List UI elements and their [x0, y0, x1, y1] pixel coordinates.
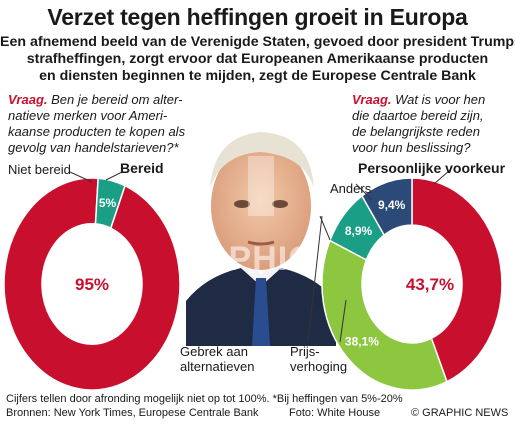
leader-line-niet-bereid — [69, 171, 93, 183]
bubble-circle — [62, 254, 122, 314]
footer-photo-credit: Foto: White House — [289, 407, 381, 419]
donut-slice-prijs-verhoging — [321, 239, 448, 391]
label-bereid: Bereid — [120, 160, 164, 176]
leader-line-anders — [355, 183, 373, 201]
label-persoonlijke-voorkeur: Persoonlijke voorkeur — [358, 160, 506, 176]
left-question-line: gevolg van handelstarieven?* — [8, 140, 179, 155]
footer-sources: Bronnen: New York Times, Europese Centra… — [6, 407, 259, 419]
right-question-line: Wat is voor hen — [391, 92, 486, 107]
right-question-line: die daartoe bereid zijn, — [352, 108, 484, 123]
donut-value-label: 8,9% — [345, 224, 373, 238]
subtitle-line: Een afnemend beeld van de Verenigde Stat… — [0, 34, 515, 50]
label-gebrek-line: Gebrek aan — [180, 344, 248, 359]
chart-title: Verzet tegen heffingen groeit in Europa — [47, 4, 468, 30]
watermark-text: GRAPHIC NEWS — [150, 240, 431, 278]
label-niet-bereid: Niet bereid — [8, 162, 71, 177]
right-question-line: voor hun beslissing? — [352, 140, 471, 155]
bubble-circle — [400, 254, 460, 314]
left-question-label: Vraag. — [8, 92, 48, 107]
bubble-value: 95% — [75, 275, 109, 294]
left-question: Vraag. Ben je bereid om alter- natieve m… — [8, 92, 198, 156]
label-prijs-line: Prijs- — [290, 344, 320, 359]
leader-line-bereid — [105, 171, 123, 181]
label-gebrek-line: alternatieven — [180, 359, 255, 374]
right-question-line: de belangrijkste reden — [352, 124, 480, 139]
left-question-line: Ben je bereid om alter- — [47, 92, 183, 107]
chart-subtitle: Een afnemend beeld van de Verenigde Stat… — [0, 34, 515, 85]
donut-chart-willingness: 5% 95% — [3, 171, 180, 391]
label-prijsverhoging: Prijs- verhoging — [290, 344, 347, 374]
donut-slice-bereid — [3, 177, 180, 391]
right-question-label: Vraag. — [352, 92, 392, 107]
subtitle-line: strafheffingen, zorgt ervoor dat Europea… — [26, 51, 489, 67]
donut-value-label: 9,4% — [378, 198, 406, 212]
highlight-value-bubble: 95% — [62, 254, 132, 314]
subtitle-line: en diensten beginnen te mijden, zegt de … — [39, 68, 476, 84]
leader-line-prijsverhoging — [339, 299, 347, 343]
portrait-photo — [186, 132, 336, 346]
label-gebrek-aan-alternatieven: Gebrek aan alternatieven — [180, 344, 254, 374]
donut-chart-reasons: 38,1% 8,9% 9,4% 43,7% — [307, 169, 503, 391]
donut-slice-persoonlijke-voorkeur — [411, 177, 503, 383]
bubble-value: 43,7% — [406, 275, 454, 294]
footer-note: Cijfers tellen door afronding mogelijk n… — [6, 393, 403, 405]
highlight-value-bubble: 43,7% — [390, 254, 460, 314]
label-anders: Anders — [330, 181, 372, 196]
label-prijs-line: verhoging — [290, 359, 348, 374]
donut-value-label: 5% — [99, 196, 117, 210]
bubble-pointer — [390, 275, 400, 293]
donut-slice-anders — [360, 177, 413, 237]
bubble-pointer — [122, 275, 132, 293]
right-question: Vraag. Wat is voor hen die daartoe berei… — [352, 92, 512, 156]
left-question-line: natieve merken voor Ameri- — [8, 108, 168, 123]
leader-line-gebrek-vertical — [307, 215, 323, 343]
leader-line-persoonlijke-voorkeur — [433, 169, 451, 185]
left-question-line: kaanse producten te kopen als — [8, 124, 186, 139]
footer-copyright: © GRAPHIC NEWS — [411, 407, 509, 419]
donut-value-label: 38,1% — [345, 335, 379, 349]
